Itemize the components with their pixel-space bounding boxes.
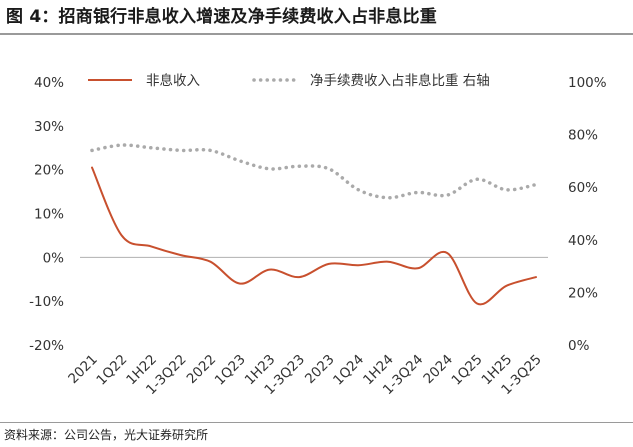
right-tick-label: 40% xyxy=(568,233,598,249)
series-layer xyxy=(90,143,538,306)
x-axis: 20211Q221H221-3Q2220221Q231H231-3Q232023… xyxy=(65,352,545,399)
left-tick-label: 30% xyxy=(34,119,64,135)
left-tick-label: -20% xyxy=(29,338,64,354)
left-y-axis: 40% 30% 20% 10% 0% -10% -20% xyxy=(29,75,64,354)
figure-title: 图 4：招商银行非息收入增速及净手续费收入占非息比重 xyxy=(6,7,437,27)
source-note: 资料来源：公司公告，光大证券研究所 xyxy=(4,428,209,442)
x-tick-label: 2023 xyxy=(302,352,338,388)
right-tick-label: 60% xyxy=(568,180,598,196)
left-tick-label: 40% xyxy=(34,75,64,91)
legend-label-fee-share: 净手续费收入占非息比重 右轴 xyxy=(310,72,490,89)
legend: 非息收入 净手续费收入占非息比重 右轴 xyxy=(88,72,490,89)
left-tick-label: 10% xyxy=(34,207,64,223)
series-fee-share-line xyxy=(90,143,538,200)
x-tick-label: 2021 xyxy=(65,352,101,388)
series-non-interest-line xyxy=(91,166,537,306)
legend-label-non-interest: 非息收入 xyxy=(146,72,200,89)
x-tick-label: 2024 xyxy=(420,352,456,388)
title-divider xyxy=(0,33,633,35)
right-tick-label: 20% xyxy=(568,285,598,301)
x-tick-label: 1Q24 xyxy=(330,352,367,389)
left-tick-label: 20% xyxy=(34,163,64,179)
right-y-axis: 100% 80% 60% 40% 20% 0% xyxy=(568,75,607,354)
right-tick-label: 100% xyxy=(568,75,607,91)
x-tick-label: 2022 xyxy=(184,352,220,388)
right-tick-label: 0% xyxy=(568,338,590,354)
x-tick-label: 1Q25 xyxy=(449,352,486,389)
x-tick-label: 1Q22 xyxy=(93,352,130,389)
left-tick-label: -10% xyxy=(29,294,64,310)
right-tick-label: 80% xyxy=(568,128,598,144)
source-divider xyxy=(0,422,633,423)
chart: 40% 30% 20% 10% 0% -10% -20% 100% 80% 60% 40% 20% 0… xyxy=(29,72,607,399)
left-tick-label: 0% xyxy=(43,250,65,266)
x-tick-label: 1Q23 xyxy=(212,352,249,389)
